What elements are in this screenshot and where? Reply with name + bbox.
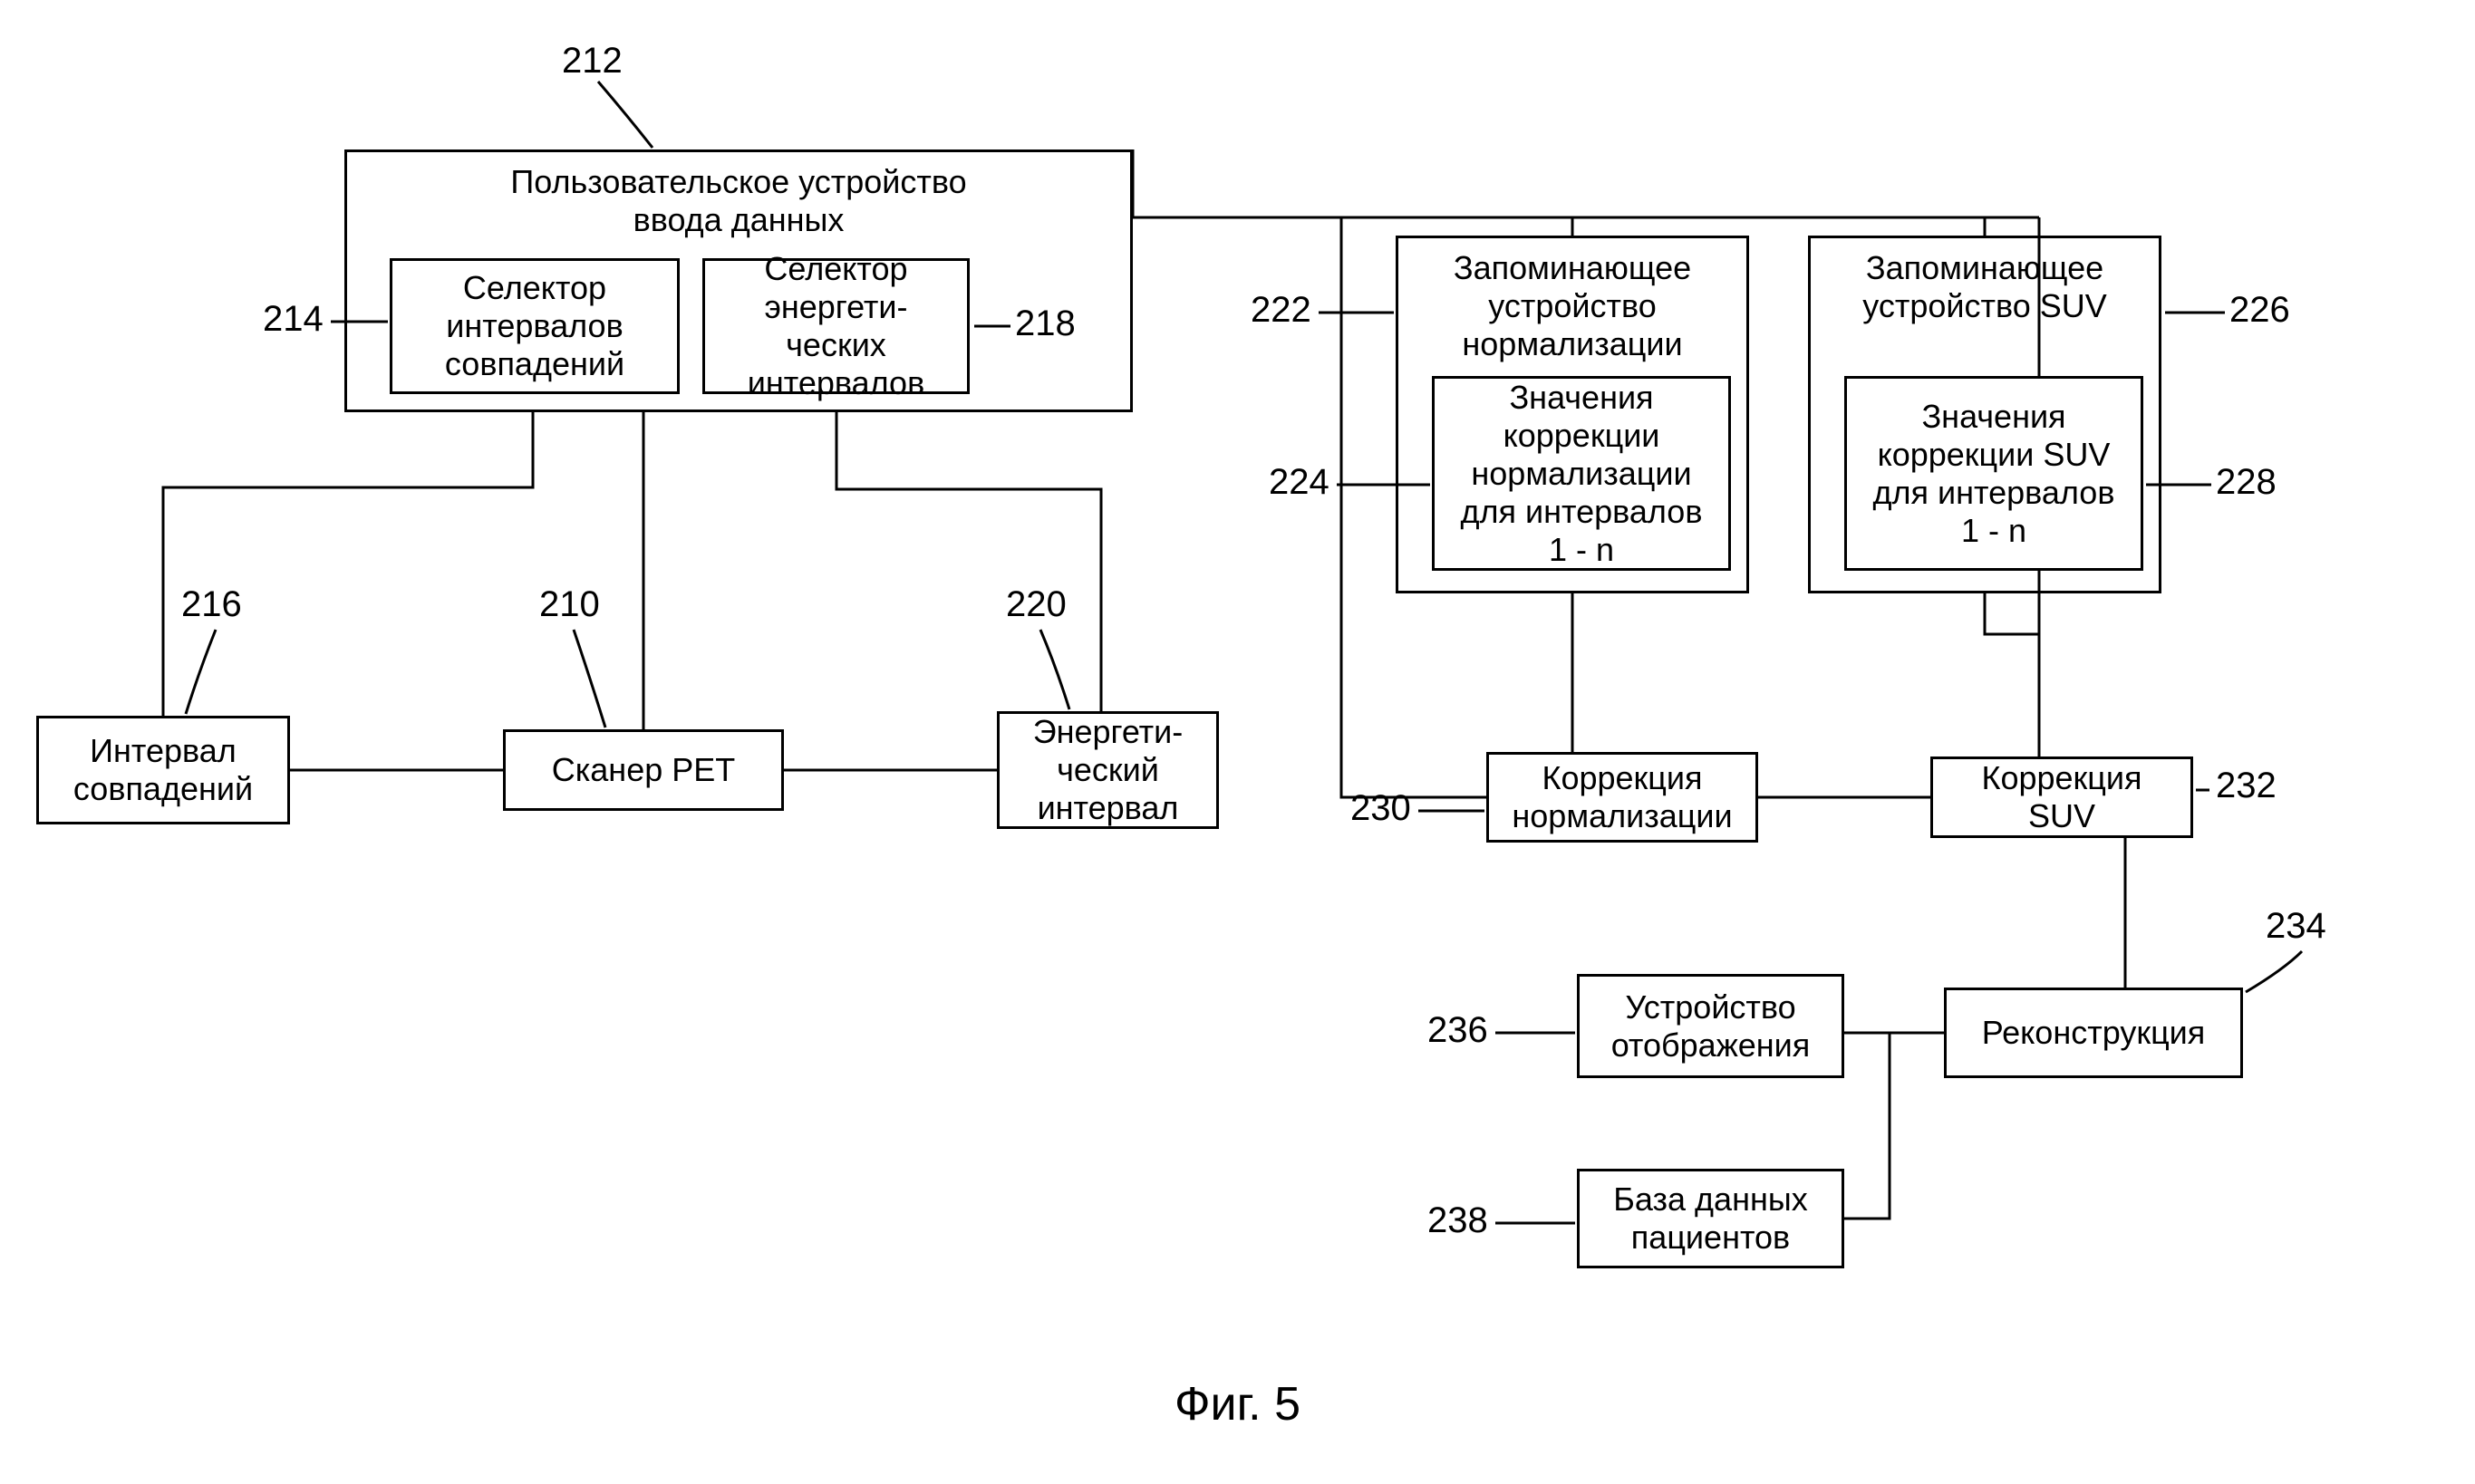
b210-box: Сканер PET <box>503 729 784 811</box>
r218-ref: 218 <box>1015 304 1076 344</box>
r224-ref: 224 <box>1269 462 1329 503</box>
figure-caption: Фиг. 5 <box>0 1377 2475 1431</box>
b214-box: Селектор интервалов совпадений <box>390 258 680 394</box>
b212-title: Пользовательское устройство ввода данных <box>344 163 1133 239</box>
b226-title: Запоминающее устройство SUV <box>1808 249 2161 325</box>
b220-box: Энергети-ческий интервал <box>997 711 1219 829</box>
r210-ref: 210 <box>539 584 600 625</box>
r214-ref: 214 <box>263 299 324 340</box>
r234-ref: 234 <box>2266 906 2326 947</box>
b236-box: Устройство отображения <box>1577 974 1844 1078</box>
b232-box: Коррекция SUV <box>1930 756 2193 838</box>
r232-ref: 232 <box>2216 766 2277 806</box>
b218-box: Селектор энергети-ческих интервалов <box>702 258 970 394</box>
r222-ref: 222 <box>1251 290 1311 331</box>
r212-ref: 212 <box>562 41 623 82</box>
r226-ref: 226 <box>2229 290 2290 331</box>
b224-box: Значения коррекции нормализации для инте… <box>1432 376 1731 571</box>
b228-box: Значения коррекции SUV для интервалов 1 … <box>1844 376 2143 571</box>
r238-ref: 238 <box>1427 1200 1488 1241</box>
r220-ref: 220 <box>1006 584 1067 625</box>
b230-box: Коррекция нормализации <box>1486 752 1758 843</box>
b222-title: Запоминающее устройство нормализации <box>1396 249 1749 363</box>
b238-box: База данных пациентов <box>1577 1169 1844 1268</box>
r228-ref: 228 <box>2216 462 2277 503</box>
b216-box: Интервал совпадений <box>36 716 290 824</box>
r216-ref: 216 <box>181 584 242 625</box>
r230-ref: 230 <box>1350 788 1411 829</box>
r236-ref: 236 <box>1427 1010 1488 1051</box>
b234-box: Реконструкция <box>1944 988 2243 1078</box>
